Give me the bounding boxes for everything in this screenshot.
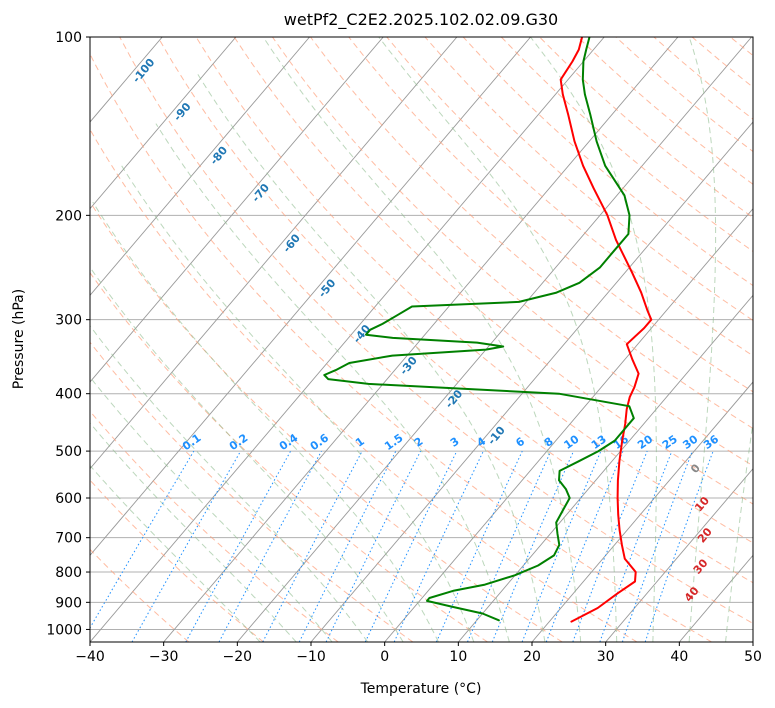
dry-adiabat-line: [233, 37, 753, 505]
mixing-ratio-line: [521, 450, 602, 642]
y-axis-ticks: 100 200 300 400 500 600 700 800 900 1000: [46, 30, 90, 638]
x-tick-label: 0: [380, 649, 389, 665]
x-axis-ticks: −40 −30 −20 −10 0 10 20 30 40 50: [75, 642, 762, 665]
y-tick-label: 900: [55, 595, 82, 611]
x-tick-label: 30: [597, 649, 615, 665]
moist-adiabat-line: [90, 464, 261, 642]
x-tick-label: 10: [449, 649, 467, 665]
isotherm-line: [90, 37, 237, 210]
x-tick-label: 40: [670, 649, 688, 665]
moist-adiabat-line: [262, 37, 582, 642]
dry-adiabat-line: [90, 52, 712, 642]
y-tick-label: 800: [55, 565, 82, 581]
moist-adiabat-line: [90, 422, 297, 642]
moist-adiabat-line: [688, 37, 717, 642]
moist-adiabat-line: [155, 123, 510, 642]
moist-adiabat-line: [530, 37, 657, 642]
y-tick-label: 100: [55, 30, 82, 46]
y-tick-label: 200: [55, 208, 82, 224]
dry-adiabat-line: [119, 37, 753, 624]
moist-adiabat-line: [92, 201, 439, 642]
x-tick-label: −20: [223, 649, 253, 665]
mixing-ratio-line: [621, 450, 693, 642]
mixing-ratio-line: [545, 450, 624, 642]
dry-adiabat-line: [90, 479, 264, 642]
mixing-ratio-line: [218, 450, 322, 642]
isotherm-line: [90, 37, 458, 470]
x-tick-label: 20: [523, 649, 541, 665]
dry-adiabat-line: [310, 37, 753, 430]
moist-adiabat-line: [90, 325, 369, 642]
mixing-ratio-line: [185, 450, 292, 642]
x-axis-label: Temperature (°C): [360, 681, 482, 697]
dry-adiabat-line: [90, 128, 638, 642]
x-tick-label: −30: [149, 649, 179, 665]
background-grid: [90, 37, 753, 642]
dry-adiabat-line: [271, 37, 753, 467]
isotherm-line: [236, 37, 752, 642]
temperature-profile-line: [559, 37, 653, 623]
y-tick-label: 600: [55, 491, 82, 507]
mixing-ratio-line: [572, 450, 648, 642]
y-tick-label: 300: [55, 313, 82, 329]
dewpoint-profile-line: [323, 37, 635, 622]
mixing-ratio-line: [298, 450, 397, 642]
mixing-ratio-line: [644, 450, 714, 642]
y-tick-label: 1000: [46, 622, 82, 638]
x-tick-label: −40: [75, 649, 105, 665]
dry-adiabat-line: [462, 37, 753, 287]
y-tick-label: 700: [55, 531, 82, 547]
moist-adiabat-line: [121, 165, 475, 642]
moist-adiabat-line: [90, 266, 404, 642]
mixing-ratio-line: [599, 450, 673, 642]
moist-adiabat-line: [725, 418, 753, 642]
mixing-ratio-line: [435, 450, 523, 642]
dry-adiabat-line: [195, 37, 753, 544]
dry-adiabat-line: [157, 37, 753, 584]
dry-adiabat-line: [90, 201, 563, 642]
y-tick-label: 500: [55, 444, 82, 460]
mixing-ratio-line: [467, 450, 552, 642]
isotherm-line: [90, 37, 605, 642]
chart-title: wetPf2_C2E2.2025.102.02.09.G30: [284, 10, 558, 30]
x-tick-label: 50: [744, 649, 762, 665]
mixing-ratio-line: [325, 450, 422, 642]
isotherm-line: [90, 37, 310, 297]
isotherm-line: [457, 294, 753, 642]
moist-adiabat-line: [90, 376, 333, 642]
isotherm-line: [90, 37, 531, 557]
isotherm-line: [605, 467, 753, 642]
isotherm-line: [90, 37, 384, 383]
y-tick-label: 400: [55, 387, 82, 403]
y-axis-label: Pressure (hPa): [11, 289, 27, 389]
dry-adiabat-line: [90, 548, 190, 642]
dry-adiabat-line: [90, 341, 414, 642]
isotherm-line: [531, 381, 753, 642]
isotherm-line: [384, 207, 753, 642]
profile-series: [323, 37, 653, 623]
dry-adiabat-line: [348, 37, 753, 393]
mixing-ratio-line: [491, 450, 574, 642]
x-tick-label: −10: [296, 649, 326, 665]
plot-frame: [89, 36, 754, 643]
moist-adiabat-line: [196, 72, 546, 642]
